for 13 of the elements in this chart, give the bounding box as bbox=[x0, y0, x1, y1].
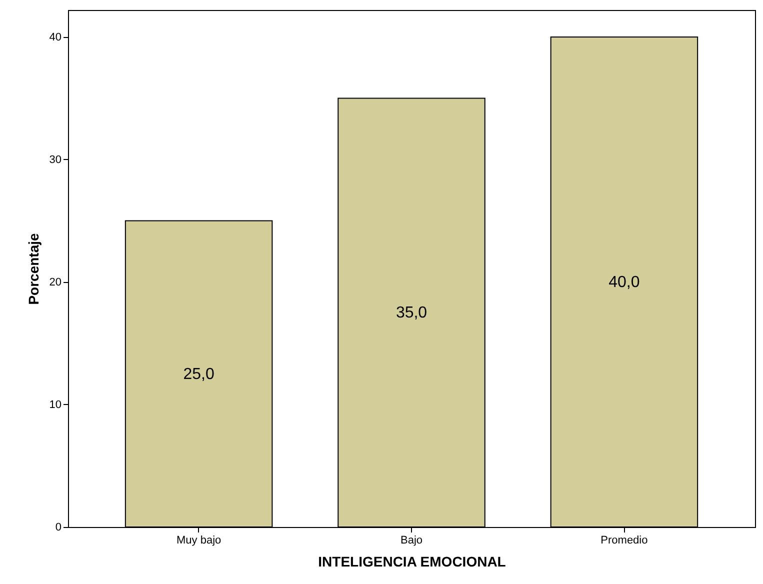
x-axis-title: INTELIGENCIA EMOCIONAL bbox=[318, 554, 506, 570]
x-tick-label: Promedio bbox=[600, 534, 648, 546]
y-tick-label: 10 bbox=[49, 398, 62, 411]
y-tick-label: 20 bbox=[49, 276, 62, 288]
data-label: 40,0 bbox=[608, 274, 640, 291]
y-tick-label: 0 bbox=[55, 522, 62, 534]
data-label: 35,0 bbox=[396, 304, 428, 322]
x-tick-label: Muy bajo bbox=[176, 534, 222, 546]
data-label: 25,0 bbox=[183, 366, 214, 383]
y-axis-title: Porcentaje bbox=[25, 232, 42, 305]
y-tick-label: 40 bbox=[49, 31, 62, 44]
y-tick-label: 30 bbox=[49, 154, 62, 166]
x-tick-label: Bajo bbox=[400, 534, 423, 546]
